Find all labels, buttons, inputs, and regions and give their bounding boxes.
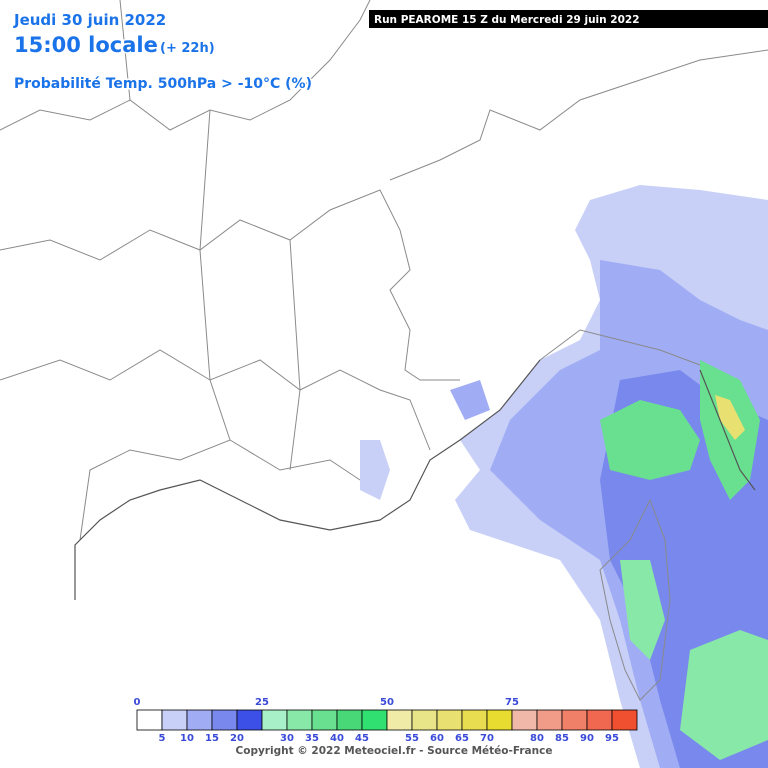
legend-bottom-label: 45: [355, 733, 369, 744]
legend-swatch: [561, 709, 588, 731]
legend-bottom-label: 65: [455, 733, 469, 744]
legend-bottom-label: 95: [605, 733, 619, 744]
legend-swatch: [436, 709, 463, 731]
legend-swatch: [536, 709, 563, 731]
legend-bottom-label: 10: [180, 733, 194, 744]
legend-bottom-label: 80: [530, 733, 544, 744]
legend-swatch: [461, 709, 488, 731]
legend-swatch: [211, 709, 238, 731]
legend-swatch: [586, 709, 613, 731]
legend-swatch: [361, 709, 388, 731]
legend-bottom-label: 85: [555, 733, 569, 744]
legend-top-label: 25: [255, 697, 269, 708]
legend-bottom-label: 55: [405, 733, 419, 744]
legend-swatch: [486, 709, 513, 731]
copyright: Copyright © 2022 Meteociel.fr - Source M…: [236, 745, 553, 757]
legend-swatch: [186, 709, 213, 731]
legend-swatch: [136, 709, 163, 731]
legend-bottom-label: 35: [305, 733, 319, 744]
legend-bottom-label: 15: [205, 733, 219, 744]
legend-swatch: [336, 709, 363, 731]
legend-bottom-label: 60: [430, 733, 444, 744]
probability-areas: [360, 185, 768, 768]
time: 15:00 locale: [14, 33, 158, 57]
legend-swatch: [261, 709, 288, 731]
legend-bottom-label: 30: [280, 733, 294, 744]
legend-bottom-label: 40: [330, 733, 344, 744]
run-box: [369, 10, 768, 28]
legend-top-label: 50: [380, 697, 394, 708]
borders: [0, 0, 768, 701]
coastline: [74, 359, 756, 600]
date: Jeudi 30 juin 2022: [13, 11, 166, 29]
legend-top-label: 75: [505, 697, 519, 708]
legend-swatch: [386, 709, 413, 731]
legend-swatch: [286, 709, 313, 731]
legend-swatch: [161, 709, 188, 731]
legend-bottom-label: 20: [230, 733, 244, 744]
product: Probabilité Temp. 500hPa > -10°C (%): [14, 76, 312, 92]
legend-swatch: [611, 709, 638, 731]
legend-swatch: [311, 709, 338, 731]
legend: 0 25 50 75 5 10 15 20 30 35 40 45 55 60 65 70 80 85 90 95: [134, 697, 638, 744]
legend-swatch: [411, 709, 438, 731]
legend-bottom-label: 5: [159, 733, 166, 744]
legend-bottom-label: 90: [580, 733, 594, 744]
lead-time: (+ 22h): [160, 41, 215, 56]
legend-swatch: [511, 709, 538, 731]
legend-swatch: [236, 709, 263, 731]
legend-bottom-label: 70: [480, 733, 494, 744]
legend-top-label: 0: [134, 697, 141, 708]
run: Run PEAROME 15 Z du Mercredi 29 juin 202…: [374, 14, 640, 26]
